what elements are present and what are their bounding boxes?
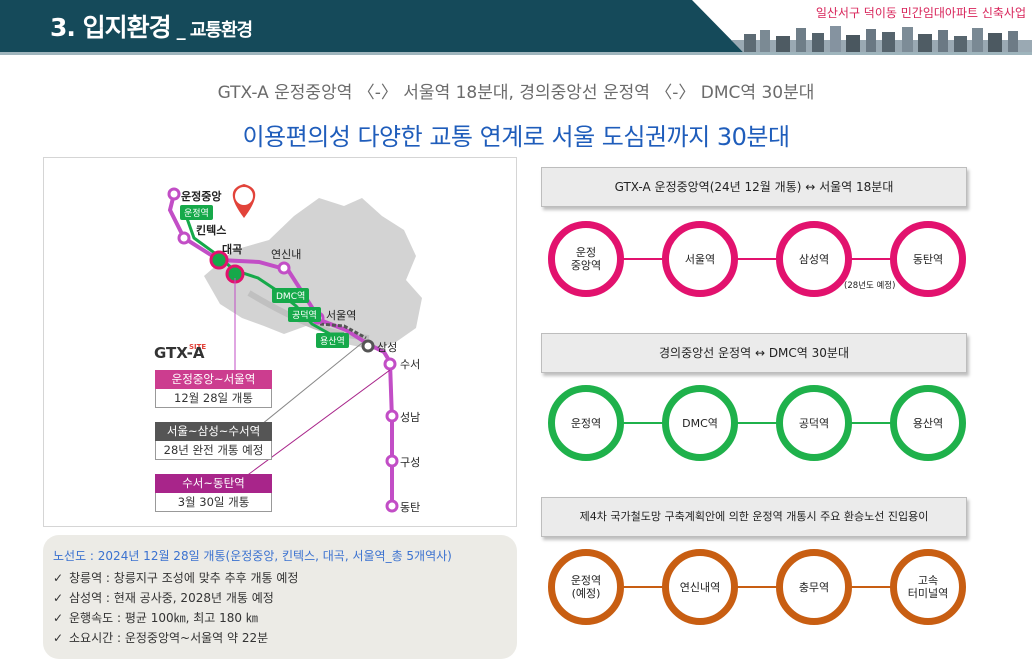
- gyeongui-line: [182, 209, 344, 336]
- station-circle: 공덕역: [776, 385, 852, 461]
- check-icon: ✓: [53, 611, 64, 625]
- map-label-daegok: 대곡: [222, 243, 243, 256]
- legend-section-3: 수서~동탄역 3월 30일 개통: [155, 474, 272, 512]
- skyline-image: [732, 26, 1032, 52]
- map-label-guseong: 구성: [400, 456, 421, 469]
- route-note: (28년도 예정): [844, 281, 896, 291]
- header-skyline-area: 일산서구 덕이동 민간임대아파트 신축사업: [692, 0, 1032, 52]
- station-circle: 동탄역: [890, 221, 966, 297]
- station-marker-suseo: [383, 357, 397, 371]
- route-banner-gtx: GTX-A 운정중앙역(24년 12월 개통) ↔ 서울역 18분대: [541, 167, 967, 207]
- map-tag-gongdeok: 공덕역: [288, 307, 321, 322]
- note-item: ✓ 운행속도 : 평균 100㎞, 최고 180 ㎞: [53, 608, 507, 628]
- legend-section-1: 운정중앙~서울역 12월 28일 개통: [155, 370, 272, 408]
- check-icon: ✓: [53, 571, 64, 585]
- station-circle: 운정 중앙역: [548, 221, 624, 297]
- map-tag-dmc: DMC역: [272, 288, 310, 303]
- note-item: ✓ 삼성역 : 현재 공사중, 2028년 개통 예정: [53, 588, 507, 608]
- check-icon: ✓: [53, 591, 64, 605]
- note-text: 창릉역 : 창릉지구 조성에 맞추 추후 개통 예정: [69, 571, 299, 585]
- section-headline: 이용편의성 다양한 교통 연계로 서울 도심권까지 30분대: [242, 123, 790, 151]
- page-title: 3. 입지환경 _ 교통환경: [50, 8, 254, 44]
- route-map: SITE 운정중앙 운정역 킨텍스 대곡 연신내 DMC역 공덕역 서울역 용산…: [43, 157, 517, 527]
- map-label-kintex: 킨텍스: [196, 224, 227, 237]
- station-circle: 운정역 (예정): [548, 549, 624, 625]
- route-line-gtx: [586, 258, 926, 260]
- map-label-suseo: 수서: [400, 358, 421, 371]
- map-graphic: [167, 184, 422, 513]
- leader-line-3: [229, 369, 391, 489]
- note-text: 삼성역 : 현재 공사중, 2028년 개통 예정: [69, 591, 274, 605]
- section-subtitle: GTX-A 운정중앙역 〈-〉 서울역 18분대, 경의중앙선 운정역 〈-〉 …: [217, 83, 815, 103]
- map-label-yeonsinnae: 연신내: [271, 248, 302, 261]
- route-row-gtx: 운정 중앙역 서울역 삼성역 동탄역 (28년도 예정): [548, 221, 968, 297]
- note-item: ✓ 창릉역 : 창릉지구 조성에 맞추 추후 개통 예정: [53, 568, 507, 588]
- legend-head-3: 수서~동탄역: [155, 474, 272, 493]
- map-tag-unjeong: 운정역: [180, 205, 213, 220]
- site-label: SITE: [189, 343, 207, 351]
- station-circle: 고속 터미널역: [890, 549, 966, 625]
- gtx-a-label: GTX-A: [154, 344, 205, 362]
- map-label-unjeong-center: 운정중앙: [181, 190, 222, 203]
- page-title-main: 3. 입지환경: [50, 13, 172, 42]
- legend-section-2: 서울~삼성~수서역 28년 완전 개통 예정: [155, 422, 272, 460]
- legend-body-3: 3월 30일 개통: [155, 493, 272, 512]
- station-marker-yeonsinnae: [277, 261, 291, 275]
- station-marker-samseong: [361, 339, 375, 353]
- note-text: 운행속도 : 평균 100㎞, 최고 180 ㎞: [69, 611, 258, 625]
- notes-box: 노선도 : 2024년 12월 28일 개통(운정중앙, 킨텍스, 대곡, 서울…: [43, 535, 517, 659]
- map-label-seongnam: 성남: [400, 411, 421, 424]
- station-marker-dongtan: [385, 499, 399, 513]
- route-banner-national: 제4차 국가철도망 구축계획안에 의한 운정역 개통시 주요 환승노선 진입용이: [541, 497, 967, 537]
- route-row-gyeongui: 운정역 DMC역 공덕역 용산역: [548, 385, 968, 461]
- station-circle: 삼성역: [776, 221, 852, 297]
- station-marker-kintex: [177, 231, 191, 245]
- station-marker-seongnam: [385, 409, 399, 423]
- gtx-dashed-section: [319, 322, 367, 340]
- legend-head-2: 서울~삼성~수서역: [155, 422, 272, 441]
- note-item: ✓ 소요시간 : 운정중앙역~서울역 약 22분: [53, 628, 507, 648]
- route-line-gyeongui: [586, 422, 926, 424]
- header-divider: [0, 52, 1032, 55]
- route-banner-gyeongui: 경의중앙선 운정역 ↔ DMC역 30분대: [541, 333, 967, 373]
- station-circle: 서울역: [662, 221, 738, 297]
- seoul-area-shape: [204, 198, 422, 350]
- map-label-samseong: 삼성: [377, 341, 398, 354]
- check-icon: ✓: [53, 631, 64, 645]
- station-marker-guseong: [385, 454, 399, 468]
- page-title-sub: _ 교통환경: [176, 20, 254, 41]
- map-label-seoul: 서울역: [326, 309, 357, 322]
- station-circle: 충무역: [776, 549, 852, 625]
- station-marker-unjeong-center: [167, 187, 181, 201]
- route-row-national: 운정역 (예정) 연신내역 충무역 고속 터미널역: [548, 549, 968, 625]
- project-name: 일산서구 덕이동 민간임대아파트 신축사업: [815, 6, 1026, 20]
- notes-heading: 노선도 : 2024년 12월 28일 개통(운정중앙, 킨텍스, 대곡, 서울…: [53, 549, 452, 563]
- note-text: 소요시간 : 운정중앙역~서울역 약 22분: [69, 631, 269, 645]
- route-line-national: [586, 586, 926, 588]
- station-circle: 용산역: [890, 385, 966, 461]
- legend-head-1: 운정중앙~서울역: [155, 370, 272, 389]
- station-circle: 운정역: [548, 385, 624, 461]
- map-label-dongtan: 동탄: [400, 501, 421, 514]
- station-circle: DMC역: [662, 385, 738, 461]
- map-tag-yongsan: 용산역: [316, 333, 349, 348]
- legend-body-2: 28년 완전 개통 예정: [155, 441, 272, 460]
- station-marker-daegok: [209, 250, 229, 270]
- station-circle: 연신내역: [662, 549, 738, 625]
- legend-body-1: 12월 28일 개통: [155, 389, 272, 408]
